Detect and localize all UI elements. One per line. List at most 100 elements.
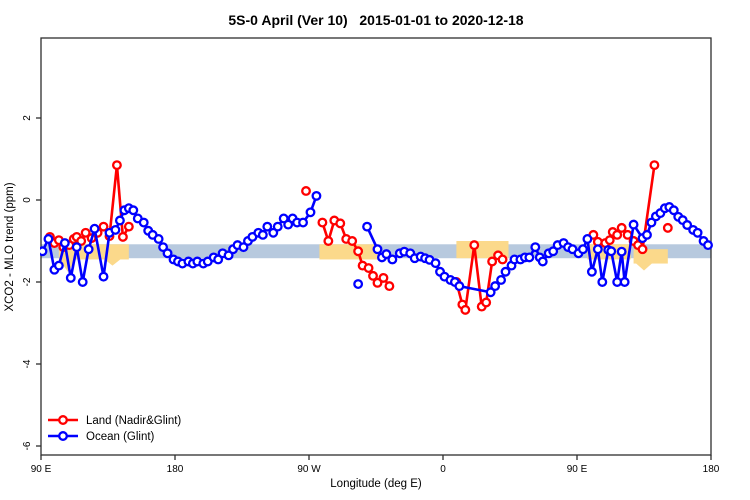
data-point — [578, 244, 588, 255]
data-point — [43, 233, 54, 244]
data-point — [80, 227, 91, 238]
data-point — [616, 246, 627, 257]
data-point — [138, 217, 149, 228]
data-point — [272, 221, 283, 232]
data-point — [497, 254, 508, 265]
data-point — [335, 218, 346, 229]
data-point — [460, 304, 471, 315]
y-axis-label: XCO2 - MLO trend (ppm) — [4, 182, 16, 311]
data-point — [454, 281, 465, 292]
data-point — [381, 249, 392, 260]
data-point — [98, 221, 109, 232]
data-point — [372, 244, 383, 255]
data-point — [597, 277, 608, 287]
data-point — [128, 205, 139, 216]
legend-label: Ocean (Glint) — [86, 431, 155, 443]
data-point — [703, 240, 713, 251]
y-tick: -4 — [22, 359, 41, 368]
data-point — [53, 260, 64, 271]
chart-title: 5S-0 April (Ver 10) 2015-01-01 to 2020-1… — [228, 12, 523, 28]
data-point — [77, 277, 88, 287]
data-point — [616, 222, 627, 233]
data-point — [123, 221, 134, 232]
x-tick-label: 90 E — [31, 464, 52, 475]
data-point — [500, 266, 511, 277]
legend-label: Land (Nadir&Glint) — [86, 415, 181, 427]
data-point — [362, 221, 373, 232]
data-point — [223, 250, 234, 261]
data-point — [604, 235, 615, 246]
data-point — [158, 242, 169, 253]
data-point — [40, 246, 48, 257]
data-point — [606, 246, 617, 257]
data-point — [485, 287, 496, 298]
data-point — [162, 248, 173, 259]
land-patch-wedge — [103, 258, 122, 266]
data-point — [372, 277, 383, 288]
data-point — [153, 233, 164, 244]
data-point — [487, 256, 498, 267]
data-point — [110, 224, 121, 235]
data-point — [548, 246, 559, 257]
data-point — [619, 277, 630, 287]
data-point — [268, 227, 279, 238]
data-point — [363, 263, 374, 274]
data-point — [637, 244, 648, 255]
data-point — [257, 229, 268, 240]
data-point — [592, 244, 603, 255]
data-point — [305, 207, 316, 218]
data-point — [76, 236, 87, 246]
land-patch-wedge — [635, 262, 653, 271]
data-point — [238, 242, 249, 253]
data-point — [537, 256, 548, 267]
data-point — [586, 266, 597, 277]
data-point — [317, 217, 328, 228]
data-point — [89, 223, 100, 234]
legend-entry-ocean: Ocean (Glint) — [48, 431, 155, 443]
data-point — [469, 240, 480, 251]
data-point — [311, 190, 322, 201]
data-point — [481, 297, 492, 308]
data-point — [368, 270, 378, 281]
data-point — [530, 242, 541, 253]
legend-marker-icon — [58, 415, 68, 425]
data-point — [384, 281, 395, 292]
data-point — [278, 213, 289, 224]
data-point — [71, 242, 82, 253]
x-tick: 180 — [167, 455, 184, 475]
y-tick-label: 2 — [22, 115, 33, 121]
data-point — [117, 231, 128, 242]
x-tick-label: 90 W — [297, 464, 321, 475]
data-point — [490, 281, 501, 292]
data-point — [298, 217, 308, 228]
y-tick-label: 0 — [22, 197, 33, 203]
x-tick: 90 E — [31, 455, 52, 475]
data-point — [682, 220, 693, 230]
land-region-patch — [633, 249, 668, 271]
x-tick: 180 — [703, 455, 720, 475]
y-tick: -6 — [22, 441, 41, 450]
series-land — [44, 160, 673, 315]
data-point — [387, 254, 398, 265]
y-tick-label: -2 — [22, 277, 33, 286]
data-point — [262, 221, 273, 232]
data-point — [524, 252, 535, 263]
data-point — [582, 233, 593, 244]
x-tick-label: 90 E — [567, 464, 588, 475]
plot-area: 90 E 180 90 W 0 90 E 180 2 0 -2 -4 -6 — [22, 37, 720, 475]
series-layer — [40, 160, 713, 315]
data-point — [642, 229, 652, 240]
data-point — [668, 205, 679, 216]
data-point — [646, 217, 657, 228]
data-point — [98, 271, 109, 282]
y-tick: -2 — [22, 277, 41, 286]
data-point — [347, 236, 358, 246]
data-point — [496, 275, 507, 285]
data-point — [662, 222, 673, 233]
x-tick: 90 W — [297, 455, 321, 475]
legend-marker-icon — [58, 431, 68, 441]
y-tick-label: -4 — [22, 359, 33, 368]
data-point — [612, 229, 623, 240]
data-point — [353, 246, 364, 257]
